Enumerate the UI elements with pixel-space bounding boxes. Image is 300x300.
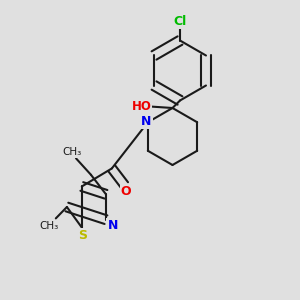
Text: HO: HO [132,100,152,113]
Text: N: N [141,115,152,128]
Text: CH₃: CH₃ [63,147,82,157]
Text: S: S [78,230,87,242]
Text: N: N [107,219,118,232]
Text: O: O [121,185,131,198]
Text: Cl: Cl [173,15,187,28]
Text: CH₃: CH₃ [39,221,58,231]
